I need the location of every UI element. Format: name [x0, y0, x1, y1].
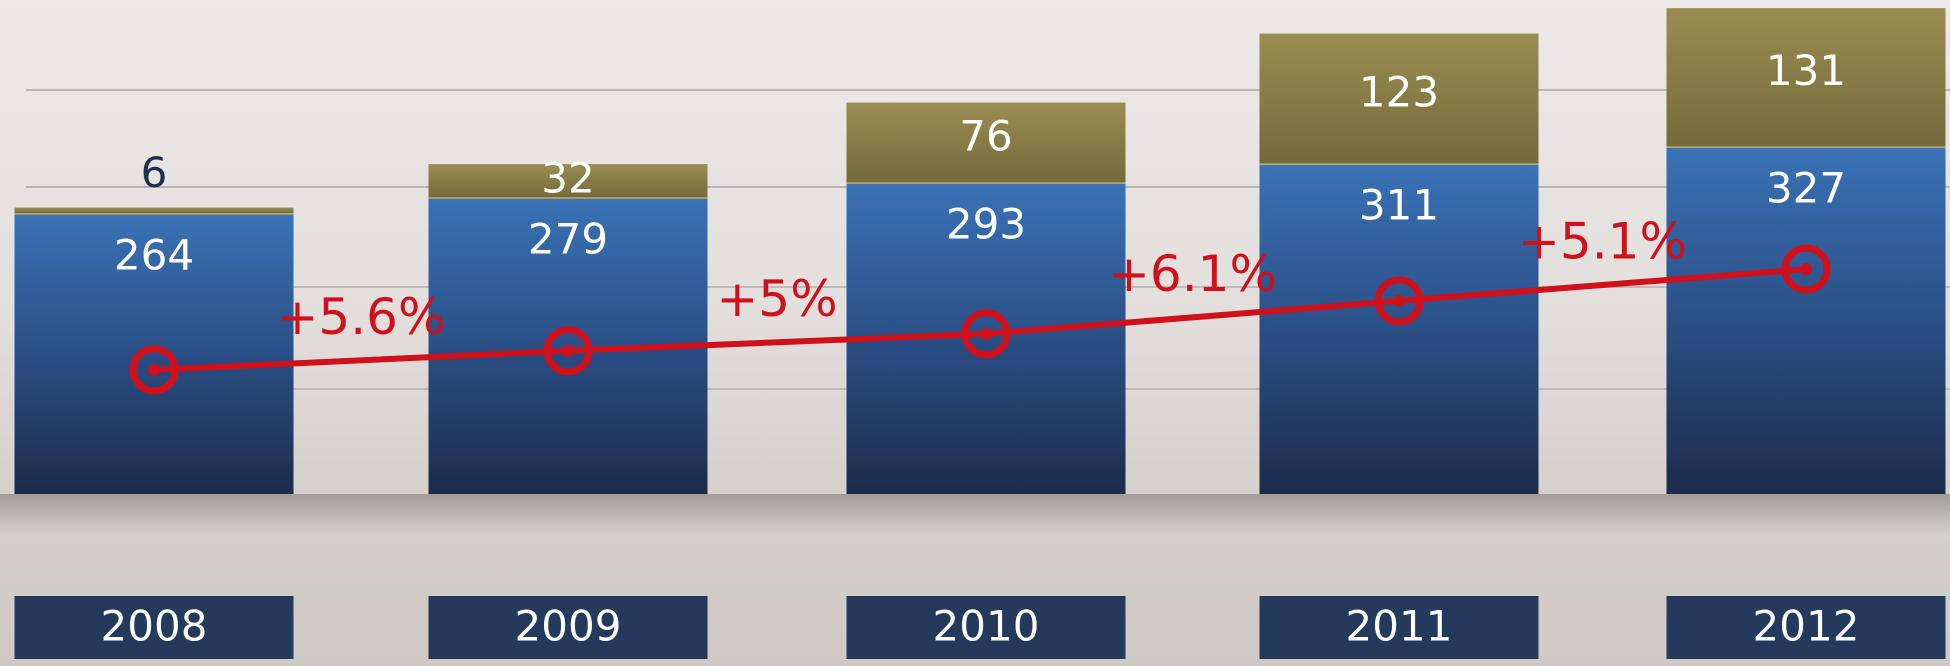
value-label: 327	[1766, 164, 1846, 213]
floor-shadow	[0, 494, 1950, 534]
value-label: 264	[114, 230, 194, 279]
x-tick-label: 2009	[515, 602, 622, 651]
x-tick-label: 2012	[1753, 602, 1860, 651]
value-label: 279	[528, 215, 608, 264]
value-label: 311	[1359, 181, 1439, 230]
value-label: 76	[959, 111, 1012, 160]
value-label: 131	[1766, 46, 1846, 95]
line-marker-dot	[1393, 295, 1405, 307]
value-label: 32	[541, 154, 594, 203]
chart: 264 6 2008 279 32 2009 293 76 2010 311 123 2011 327 1…	[0, 0, 1950, 666]
line-marker-dot	[148, 364, 160, 376]
value-label: 123	[1359, 67, 1439, 116]
line-marker-dot	[1800, 263, 1812, 275]
x-tick-label: 2011	[1346, 602, 1453, 651]
x-tick-label: 2008	[101, 602, 208, 651]
line-marker-dot	[562, 345, 574, 357]
growth-label: +5.6%	[277, 288, 446, 346]
value-label: 6	[141, 148, 168, 197]
growth-label: +5.1%	[1518, 213, 1687, 271]
bar-segment	[15, 208, 294, 214]
x-tick-label: 2010	[933, 602, 1040, 651]
line-marker-dot	[980, 328, 992, 340]
value-label: 293	[946, 200, 1026, 249]
growth-label: +6.1%	[1108, 245, 1277, 303]
growth-label: +5%	[716, 270, 837, 328]
